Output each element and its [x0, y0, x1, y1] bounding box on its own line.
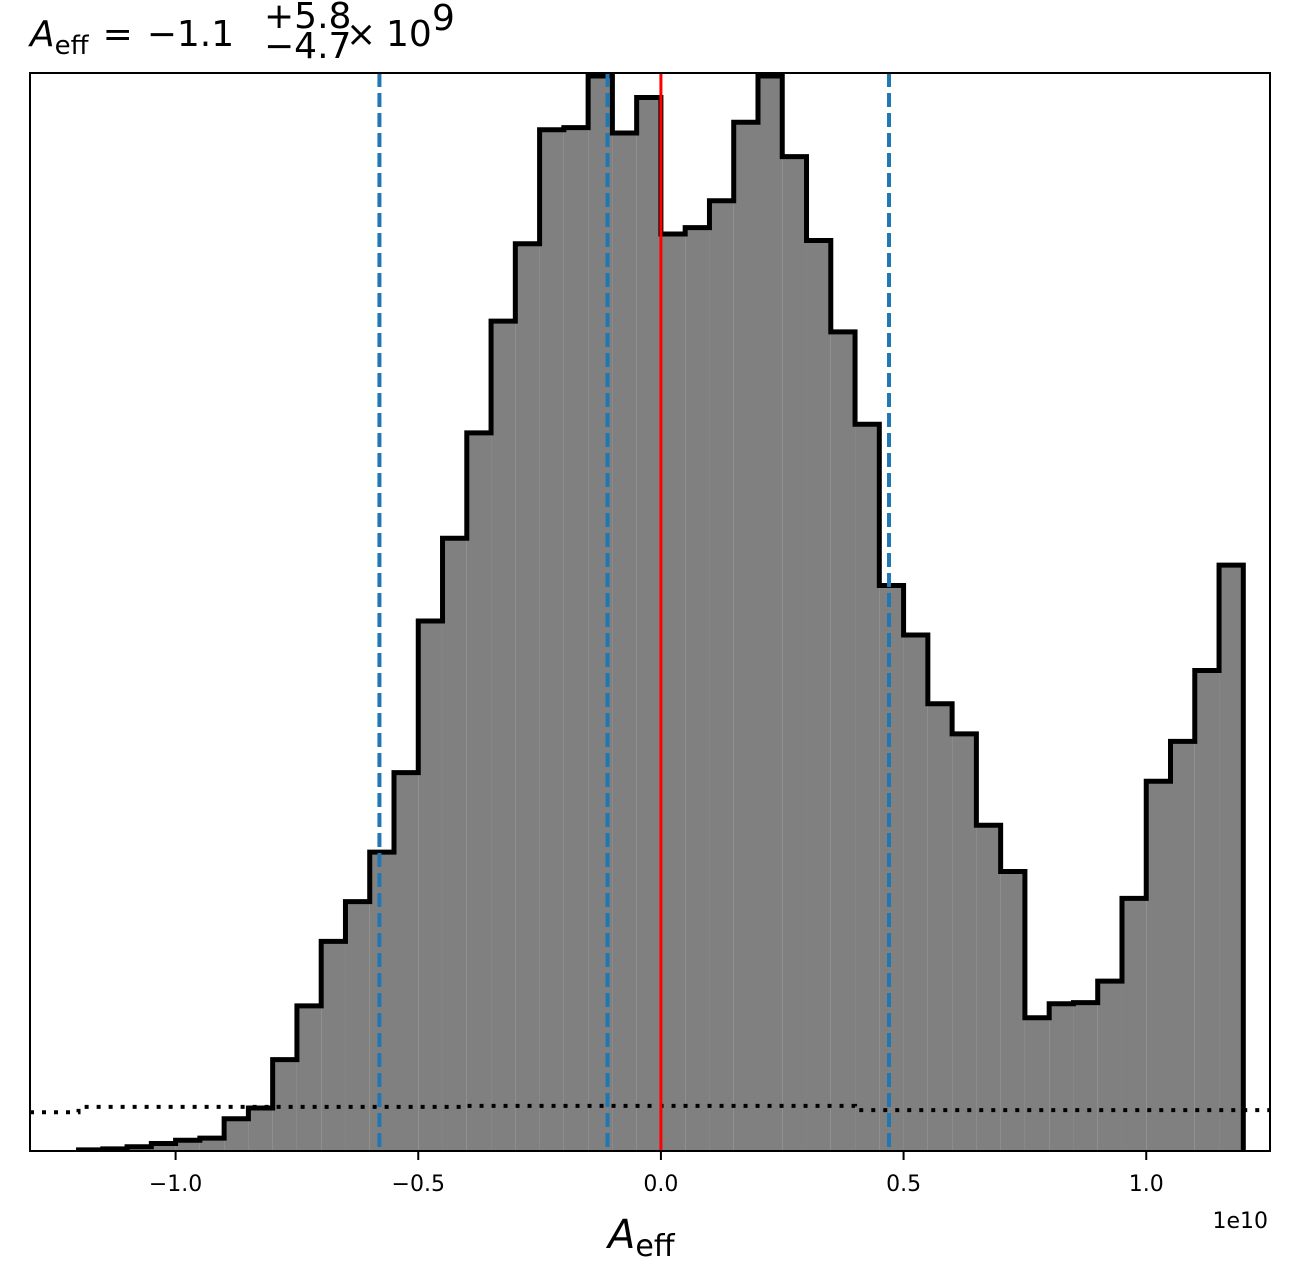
- histogram-bar: [248, 1108, 273, 1151]
- histogram-bar: [1073, 1002, 1098, 1151]
- histogram-bar: [1194, 670, 1220, 1151]
- x-axis-ticks: −1.0 −0.5 0.0 0.5 1.0: [149, 1151, 1164, 1197]
- histogram-bar: [855, 424, 880, 1151]
- histogram-bar: [272, 1059, 297, 1151]
- histogram-bar: [612, 132, 637, 1151]
- title-equals: =: [103, 14, 133, 55]
- svg-text:Aeff=−1.1: Aeff = −1.1: [28, 14, 234, 61]
- histogram-bar: [199, 1138, 225, 1151]
- reference-lines-layer: [30, 73, 1270, 1151]
- title-subscript: eff: [55, 31, 90, 61]
- histogram-bar: [393, 772, 419, 1151]
- xlabel-symbol: A: [605, 1212, 635, 1258]
- histogram-bar: [757, 76, 783, 1151]
- histogram-bar: [660, 234, 686, 1151]
- chart-title: Aeff = −1.1 +5.8 −4.7 × 10 9: [28, 0, 455, 67]
- histogram-bar: [175, 1140, 200, 1151]
- axes-frame: [29, 72, 1271, 1152]
- histogram-bar: [806, 240, 831, 1151]
- histogram-bar: [1219, 565, 1244, 1151]
- histogram-bar: [830, 331, 856, 1151]
- title-exponent: 9: [432, 0, 455, 39]
- histogram-bar: [296, 1005, 322, 1151]
- histogram-bar: [1170, 741, 1195, 1151]
- histogram-bar: [345, 901, 370, 1151]
- histogram-bar: [976, 825, 1001, 1151]
- histogram-bar: [442, 538, 467, 1151]
- x-tick-label: −1.0: [149, 1172, 202, 1197]
- title-median: −1.1: [147, 14, 234, 55]
- histogram-bar: [952, 733, 977, 1151]
- histogram-layer: [76, 73, 1246, 1151]
- histogram-bar: [418, 621, 443, 1151]
- title-lower-error: −4.7: [264, 26, 351, 67]
- title-upper-error: +5.8: [264, 0, 351, 37]
- histogram-bar: [1146, 781, 1171, 1151]
- x-tick-label: 0.0: [643, 1172, 678, 1197]
- histogram-bar: [1024, 1017, 1050, 1151]
- x-tick-label: −0.5: [392, 1172, 445, 1197]
- x-tick-label: 1.0: [1129, 1172, 1164, 1197]
- histogram-bar: [515, 243, 540, 1151]
- histogram-bar: [927, 703, 953, 1151]
- prior-dotted-line: [30, 1103, 1270, 1115]
- histogram-bar: [879, 585, 904, 1151]
- histogram-bar: [369, 852, 394, 1151]
- histogram-bar: [466, 432, 492, 1151]
- histogram-bar: [903, 635, 928, 1151]
- histogram-bar: [685, 227, 710, 1151]
- svg-text:Aeff: Aeff: [605, 1212, 676, 1264]
- xlabel-subscript: eff: [635, 1229, 675, 1264]
- histogram-bar: [1121, 898, 1147, 1151]
- histogram-bar: [151, 1143, 176, 1151]
- histogram-bar: [709, 200, 734, 1151]
- title-times: ×: [346, 14, 376, 55]
- title-symbol: A: [28, 14, 55, 55]
- histogram-bar: [563, 127, 589, 1151]
- histogram-bar: [1000, 871, 1025, 1151]
- histogram-bar: [491, 321, 516, 1151]
- histogram-bar: [1049, 1003, 1074, 1151]
- histogram-bar: [539, 129, 564, 1151]
- histogram-bar: [224, 1118, 249, 1151]
- x-offset-label: 1e10: [1212, 1209, 1268, 1234]
- histogram-bar: [636, 97, 661, 1151]
- title-base: 10: [386, 14, 432, 55]
- histogram-bar: [321, 941, 346, 1151]
- x-axis-label: Aeff: [605, 1212, 676, 1264]
- x-tick-label: 0.5: [886, 1172, 921, 1197]
- histogram-bar: [782, 156, 807, 1151]
- histogram-bar: [1097, 981, 1122, 1151]
- histogram-bar: [733, 122, 758, 1151]
